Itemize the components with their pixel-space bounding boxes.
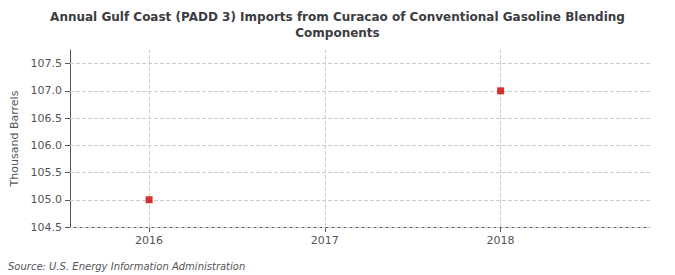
svg-text:2018: 2018	[487, 234, 515, 247]
svg-text:104.5: 104.5	[31, 221, 63, 234]
svg-text:107.5: 107.5	[31, 57, 63, 70]
svg-text:105.0: 105.0	[31, 193, 63, 206]
svg-text:Thousand Barrels: Thousand Barrels	[8, 90, 21, 187]
svg-text:105.5: 105.5	[31, 166, 63, 179]
svg-text:2016: 2016	[135, 234, 163, 247]
svg-text:106.5: 106.5	[31, 112, 63, 125]
svg-text:Source: U.S. Energy Informatio: Source: U.S. Energy Information Administ…	[8, 261, 245, 272]
svg-text:Annual Gulf Coast (PADD 3) Imp: Annual Gulf Coast (PADD 3) Imports from …	[50, 10, 625, 24]
svg-text:107.0: 107.0	[31, 84, 63, 97]
svg-text:Components: Components	[295, 26, 380, 40]
svg-text:106.0: 106.0	[31, 139, 63, 152]
svg-text:2017: 2017	[311, 234, 339, 247]
